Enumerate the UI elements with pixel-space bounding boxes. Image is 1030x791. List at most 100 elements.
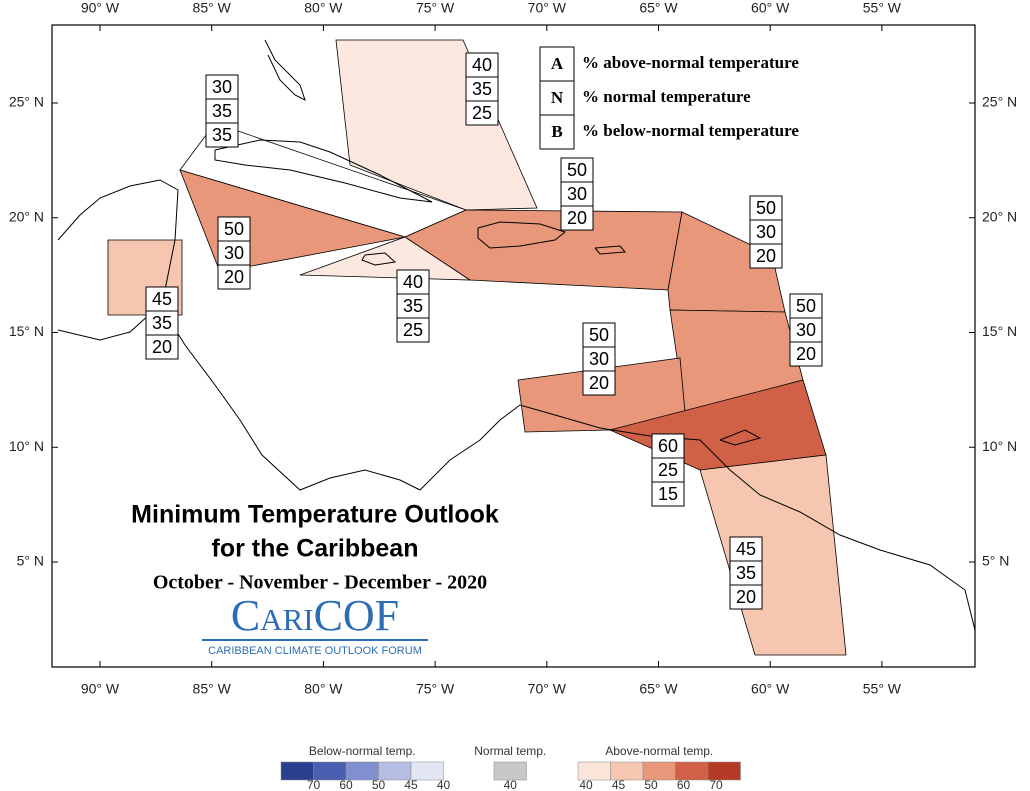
- lon-label: 90° W: [81, 681, 120, 697]
- box-cell: [145, 334, 179, 360]
- colorbar-tick: 40: [437, 778, 451, 791]
- colorbar-tick: 45: [404, 778, 418, 791]
- probability: 20: [796, 344, 816, 364]
- box-cell: [560, 205, 594, 231]
- box-cell: [396, 317, 430, 343]
- probability: 50: [796, 296, 816, 316]
- lon-label: 60° W: [751, 681, 790, 697]
- probability: 30: [212, 77, 232, 97]
- lat-label: 15° N: [9, 323, 44, 339]
- colorbar-title: Below-normal temp.: [309, 744, 416, 758]
- probability: 20: [756, 246, 776, 266]
- lat-label: 15° N: [982, 323, 1017, 339]
- box-cell: [205, 98, 239, 124]
- map-frame: [51, 24, 976, 668]
- box-cell: [217, 216, 251, 242]
- box-cell: [396, 269, 430, 295]
- probability: 30: [796, 320, 816, 340]
- colorbar-tick: 40: [579, 778, 593, 791]
- probability: 35: [403, 296, 423, 316]
- key-letter: N: [551, 88, 564, 107]
- key-cell: [539, 80, 575, 116]
- colorbar-tick: 40: [504, 778, 518, 791]
- probability: 30: [567, 184, 587, 204]
- probability: 20: [567, 208, 587, 228]
- key-cell: [539, 114, 575, 150]
- probability: 25: [472, 103, 492, 123]
- probability: 40: [403, 272, 423, 292]
- box-cell: [205, 122, 239, 148]
- colorbar-tick: 50: [644, 778, 658, 791]
- probability: 20: [152, 337, 172, 357]
- key-text: % below-normal temperature: [582, 121, 799, 140]
- lat-label: 5° N: [17, 553, 44, 569]
- probability: 35: [472, 79, 492, 99]
- probability: 30: [756, 222, 776, 242]
- lat-label: 5° N: [982, 553, 1009, 569]
- colorbar-tick: 70: [307, 778, 321, 791]
- colorbar-tick: 60: [339, 778, 353, 791]
- probability: 40: [472, 55, 492, 75]
- probability: 15: [658, 484, 678, 504]
- box-cell: [749, 219, 783, 245]
- box-cell: [749, 243, 783, 269]
- lon-label: 85° W: [193, 0, 232, 16]
- lon-label: 65° W: [639, 0, 678, 16]
- lon-label: 80° W: [304, 0, 343, 16]
- box-cell: [582, 346, 616, 372]
- box-cell: [749, 195, 783, 221]
- subtitle: October - November - December - 2020: [153, 572, 487, 594]
- key-text: % normal temperature: [582, 87, 751, 106]
- title-line: for the Caribbean: [212, 535, 419, 563]
- lat-label: 10° N: [982, 438, 1017, 454]
- region: [699, 454, 847, 656]
- key-text: % above-normal temperature: [582, 53, 799, 72]
- colorbar-swatch: [410, 761, 444, 781]
- probability: 25: [403, 320, 423, 340]
- box-cell: [205, 74, 239, 100]
- probability: 20: [224, 267, 244, 287]
- box-cell: [651, 433, 685, 459]
- probability: 20: [589, 373, 609, 393]
- lon-label: 75° W: [416, 681, 455, 697]
- key-cell: [539, 46, 575, 82]
- colorbar-tick: 70: [709, 778, 723, 791]
- lat-label: 20° N: [982, 208, 1017, 224]
- probability: 50: [756, 198, 776, 218]
- box-cell: [582, 322, 616, 348]
- box-cell: [560, 157, 594, 183]
- box-cell: [729, 536, 763, 562]
- box-cell: [582, 370, 616, 396]
- lon-label: 55° W: [863, 681, 902, 697]
- coastlines: [57, 39, 976, 631]
- box-cell: [729, 584, 763, 610]
- lon-label: 55° W: [863, 0, 902, 16]
- probability: 50: [224, 219, 244, 239]
- probability: 30: [589, 349, 609, 369]
- lat-label: 25° N: [9, 94, 44, 110]
- colorbar-tick: 60: [677, 778, 691, 791]
- lon-label: 80° W: [304, 681, 343, 697]
- box-cell: [729, 560, 763, 586]
- box-cell: [217, 264, 251, 290]
- colorbar-swatch: [493, 761, 527, 781]
- lat-label: 10° N: [9, 438, 44, 454]
- key-letter: B: [551, 122, 562, 141]
- region: [335, 39, 538, 211]
- probability: 35: [212, 125, 232, 145]
- lon-label: 65° W: [639, 681, 678, 697]
- box-cell: [789, 293, 823, 319]
- probability: 20: [736, 587, 756, 607]
- lon-label: 85° W: [193, 681, 232, 697]
- title: Minimum Temperature Outlook: [131, 501, 499, 529]
- probability: 25: [658, 460, 678, 480]
- box-cell: [217, 240, 251, 266]
- lon-label: 70° W: [528, 0, 567, 16]
- lon-label: 60° W: [751, 0, 790, 16]
- colorbar-swatch: [707, 761, 741, 781]
- lon-label: 90° W: [81, 0, 120, 16]
- probability: 50: [567, 160, 587, 180]
- key-letter: A: [551, 54, 564, 73]
- colorbar-title: Above-normal temp.: [605, 744, 713, 758]
- box-cell: [465, 100, 499, 126]
